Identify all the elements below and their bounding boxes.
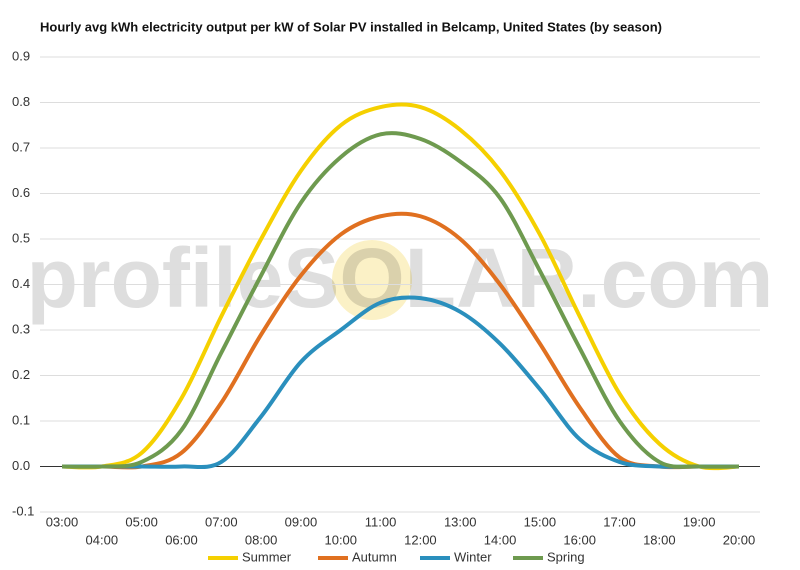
series-line <box>62 211 739 470</box>
x-tick-label: 04:00 <box>86 532 119 547</box>
y-tick-label: 0.6 <box>12 185 30 200</box>
y-tick-label: 0.9 <box>12 48 30 63</box>
legend-label: Autumn <box>352 549 397 564</box>
y-tick-label: 0.0 <box>12 458 30 473</box>
x-tick-label: 19:00 <box>683 514 716 529</box>
x-tick-label: 13:00 <box>444 514 477 529</box>
x-tick-label: 09:00 <box>285 514 318 529</box>
x-tick-label: 15:00 <box>524 514 557 529</box>
y-tick-label: 0.1 <box>12 412 30 427</box>
series-line <box>61 102 740 471</box>
watermark: profileSOLAR.com <box>27 231 774 325</box>
x-tick-label: 07:00 <box>205 514 238 529</box>
y-tick-label: 0.8 <box>12 94 30 109</box>
chart-title: Hourly avg kWh electricity output per kW… <box>40 19 662 34</box>
y-tick-label: 0.2 <box>12 367 30 382</box>
series-line <box>62 295 739 470</box>
x-tick-label: 12:00 <box>404 532 437 547</box>
y-tick-label: 0.7 <box>12 139 30 154</box>
y-tick-label: 0.3 <box>12 321 30 336</box>
legend-label: Winter <box>454 549 492 564</box>
x-tick-label: 06:00 <box>165 532 198 547</box>
y-tick-label: 0.5 <box>12 230 30 245</box>
y-tick-label: 0.4 <box>12 276 30 291</box>
x-tick-label: 11:00 <box>365 514 397 529</box>
x-tick-label: 05:00 <box>125 514 158 529</box>
x-tick-label: 18:00 <box>643 532 676 547</box>
legend-label: Summer <box>242 549 292 564</box>
series-line <box>61 131 740 469</box>
y-tick-label: -0.1 <box>12 503 34 518</box>
x-tick-label: 20:00 <box>723 532 756 547</box>
x-tick-label: 10:00 <box>324 532 357 547</box>
x-tick-label: 16:00 <box>563 532 596 547</box>
x-tick-label: 14:00 <box>484 532 517 547</box>
legend-label: Spring <box>547 549 585 564</box>
x-tick-label: 17:00 <box>603 514 636 529</box>
x-tick-label: 08:00 <box>245 532 278 547</box>
x-tick-label: 03:00 <box>46 514 79 529</box>
